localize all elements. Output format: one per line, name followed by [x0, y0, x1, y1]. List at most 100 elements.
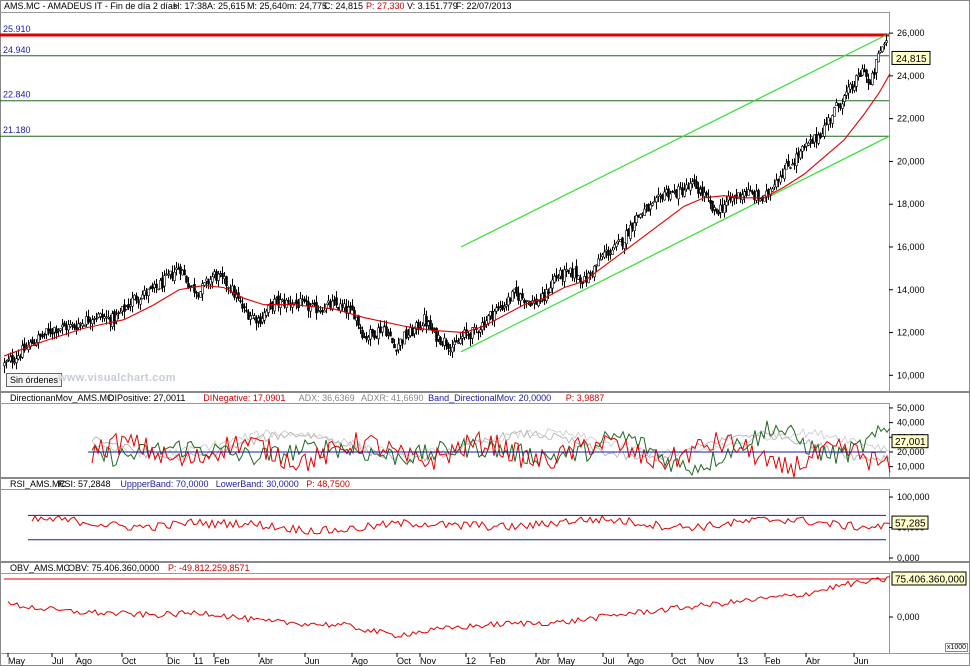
candle-body	[747, 189, 750, 196]
legend-item: ADX: 36,6369	[299, 393, 355, 403]
rsi-panel[interactable]: 100,00050,0000,000 57,285 RSI_AMS.MC RSI…	[0, 478, 970, 562]
candle-body	[177, 268, 180, 271]
channel-lower	[460, 135, 891, 353]
candle-body	[95, 317, 98, 320]
candle-body	[167, 274, 170, 276]
header-close: C: 24,815	[324, 1, 363, 11]
candle-body	[81, 323, 84, 327]
candle-body	[153, 283, 156, 288]
price-chart[interactable]: 25.910 24.940 22.840 21.180 26,000 24,000 22,…	[0, 0, 970, 392]
price-y-axis: 26,000 24,000 22,000 20,000 18,000 16,000 14,0…	[889, 28, 925, 380]
obv-last-marker: 75.406.360,000	[891, 571, 967, 586]
candle-body	[625, 230, 628, 245]
candle-body	[253, 315, 256, 319]
candle-body	[689, 183, 692, 191]
candle-body	[487, 315, 490, 324]
candle-body	[881, 46, 884, 52]
x-tick-label: May	[558, 656, 576, 666]
last-value-box	[891, 515, 929, 530]
candle-body	[789, 167, 792, 169]
x-tick-label: Abr	[259, 656, 273, 666]
price-panel[interactable]: 25.910 24.940 22.840 21.180 26,000 24,000 22,…	[0, 0, 970, 392]
obv-panel[interactable]: 0,000 75.406.360,000 May Jul Ago Oct Dic 11 Fe…	[0, 562, 970, 666]
candle-body	[115, 314, 118, 322]
candle-body	[397, 343, 400, 351]
candle-body	[453, 341, 456, 345]
legend-item: DIPositive: 27,0011	[108, 393, 185, 403]
sin-ordenes-button[interactable]: Sin órdenes	[6, 373, 63, 387]
candle-body	[855, 75, 858, 87]
candle-body	[15, 358, 18, 364]
candle-body	[13, 361, 16, 364]
legend-item: UppperBand: 70,0000	[120, 479, 208, 489]
obv-chart[interactable]: 0,000 75.406.360,000 May Jul Ago Oct Dic 11 Fe…	[0, 562, 970, 666]
candle-body	[763, 195, 766, 202]
candle-body	[147, 288, 150, 297]
candle-body	[121, 306, 124, 312]
price-tick-label: 26,000	[897, 28, 925, 38]
legend-item: P: 48,7500	[306, 479, 350, 489]
candle-body	[459, 338, 462, 344]
candle-body	[669, 193, 672, 200]
candle-body	[551, 279, 554, 289]
candle-body	[871, 72, 874, 85]
rsi-chart[interactable]: 100,00050,0000,000 57,285 RSI_AMS.MC RSI…	[0, 478, 970, 562]
dmi-series	[88, 420, 891, 478]
candle-body	[3, 362, 6, 366]
x1000-button[interactable]: x1000	[944, 643, 968, 652]
candle-body	[223, 276, 226, 280]
candle-body	[791, 163, 794, 166]
candle-body	[549, 287, 552, 293]
candle-body	[175, 267, 178, 270]
candle-body	[775, 179, 778, 188]
candle-body	[343, 303, 346, 309]
candle-body	[97, 313, 100, 318]
candle-body	[377, 327, 380, 340]
candle-body	[575, 266, 578, 278]
candle-body	[285, 299, 288, 308]
candle-body	[717, 211, 720, 215]
candle-body	[143, 290, 146, 296]
candle-body	[79, 322, 82, 325]
candle-body	[155, 283, 158, 289]
candle-body	[511, 291, 514, 302]
candle-body	[39, 333, 42, 337]
candlesticks	[3, 34, 888, 374]
di-positive-line	[91, 420, 891, 477]
candle-body	[389, 331, 392, 337]
candle-body	[539, 300, 542, 302]
candle-body	[447, 343, 450, 349]
candle-body	[633, 222, 636, 232]
legend-item: P: -49.812.259,8571	[168, 563, 250, 573]
price-tick-label: 14,000	[897, 285, 925, 295]
candle-body	[497, 306, 500, 308]
candle-body	[103, 316, 106, 319]
candle-body	[505, 304, 508, 307]
candle-body	[323, 309, 326, 313]
candle-body	[241, 303, 244, 309]
candle-body	[111, 313, 114, 328]
candle-body	[521, 293, 524, 299]
candle-body	[799, 150, 802, 159]
candle-body	[117, 312, 120, 315]
dmi-legend-title: DirectionanMov_AMS.MC	[10, 393, 114, 403]
candle-body	[769, 188, 772, 196]
candle-body	[127, 304, 130, 309]
trend-channel	[460, 32, 891, 353]
candle-body	[615, 242, 618, 247]
candle-body	[11, 355, 14, 363]
candle-body	[207, 280, 210, 285]
candle-body	[211, 276, 214, 283]
candle-body	[725, 201, 728, 206]
candle-body	[41, 335, 44, 338]
candle-body	[99, 313, 102, 317]
candle-body	[289, 302, 292, 306]
candle-body	[663, 191, 666, 201]
candle-body	[137, 301, 140, 303]
candle-body	[139, 299, 142, 305]
watermark: www.visualchart.com	[58, 372, 176, 384]
candle-body	[209, 279, 212, 285]
candle-body	[65, 325, 68, 331]
